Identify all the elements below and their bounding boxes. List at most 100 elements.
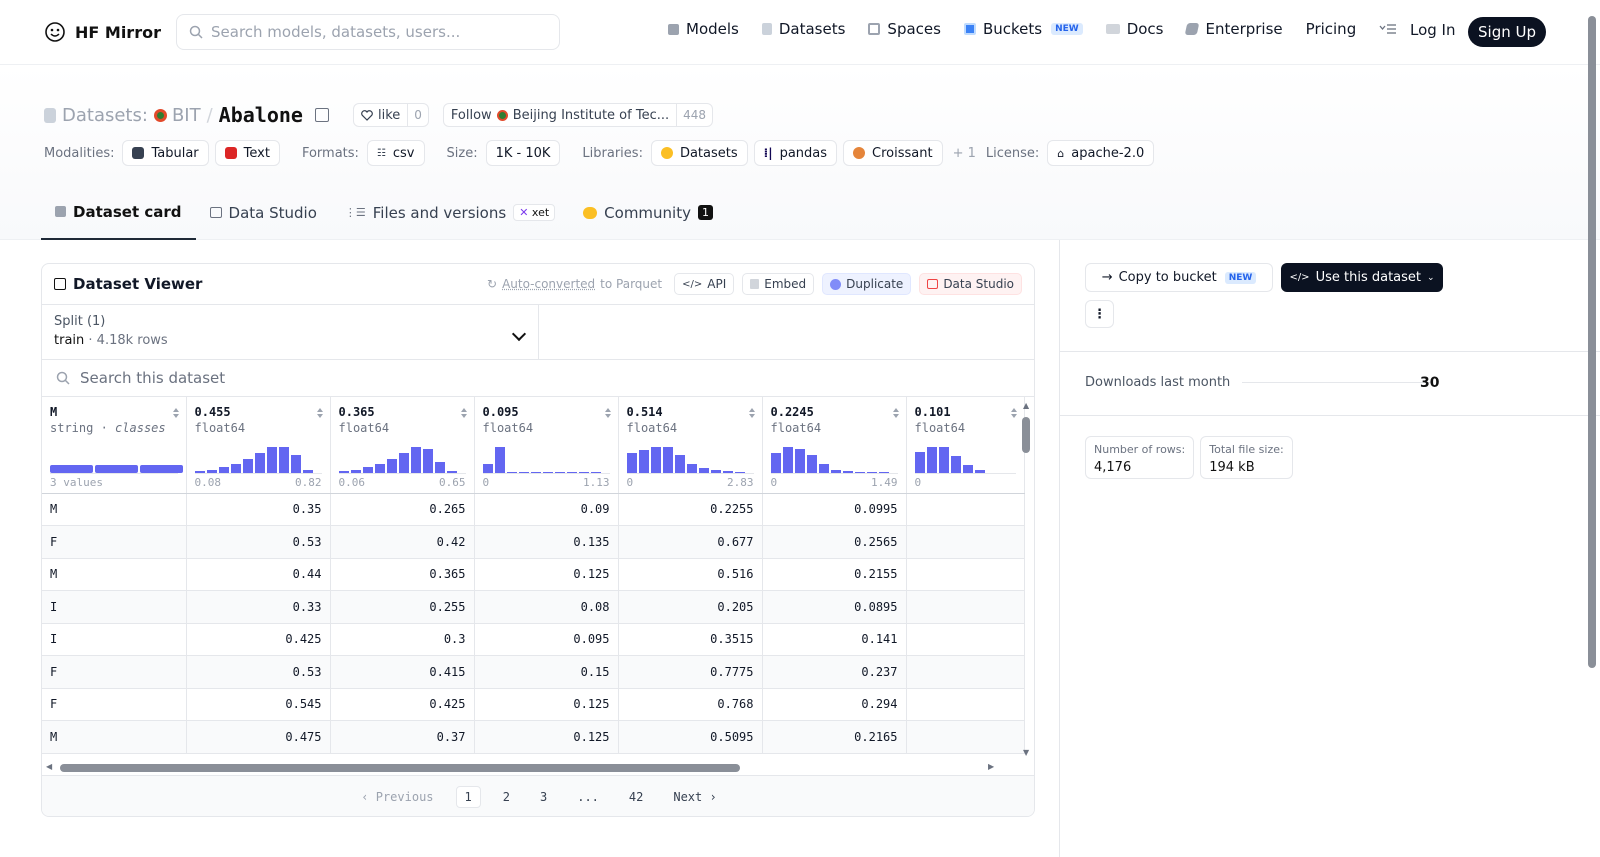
page-3[interactable]: 3 [532,787,555,807]
table-cell[interactable]: M [42,721,186,754]
histogram-bar[interactable] [939,447,949,473]
table-cell[interactable]: 0.42 [330,526,474,559]
tab-dataset-card[interactable]: Dataset card [41,185,196,240]
histogram-bar[interactable] [267,447,277,473]
table-cell[interactable]: 0.0995 [762,493,906,526]
histogram-bar[interactable] [795,449,805,473]
table-cell[interactable]: I [42,623,186,656]
table-cell[interactable]: 0.37 [330,721,474,754]
tag-pandas[interactable]: ⁞| pandas [754,140,837,166]
global-search-input[interactable] [211,23,541,41]
histogram-bar[interactable] [927,447,937,473]
global-search[interactable] [176,14,560,50]
table-cell[interactable]: 0.09 [474,493,618,526]
sort-icon[interactable] [316,407,324,419]
sort-icon[interactable] [460,407,468,419]
table-cell[interactable]: 0.768 [618,688,762,721]
table-cell[interactable]: 0.475 [186,721,330,754]
histogram-bar[interactable] [963,465,973,473]
table-cell[interactable]: 0.415 [330,656,474,689]
table-cell[interactable]: 0.2155 [762,558,906,591]
table-cell[interactable]: 0.08 [474,591,618,624]
table-cell[interactable]: 0.0895 [762,591,906,624]
histogram-bar[interactable] [495,447,505,473]
histogram-bar[interactable] [819,464,829,473]
table-cell[interactable]: 0.2565 [762,526,906,559]
nav-models[interactable]: Models [668,20,739,38]
table-cell[interactable] [906,656,1024,689]
page-2[interactable]: 2 [495,787,518,807]
tag-license[interactable]: ⌂ apache-2.0 [1047,140,1154,166]
table-cell[interactable]: 0.33 [186,591,330,624]
table-cell[interactable] [906,591,1024,624]
histogram-bar[interactable] [651,447,661,473]
column-header[interactable]: 0.2245 float64 0 1.49 [762,397,906,493]
api-button[interactable]: </> API [674,273,734,295]
dataset-search-input[interactable] [80,369,680,387]
table-cell[interactable]: 0.125 [474,721,618,754]
column-header[interactable]: 0.101 float64 0 [906,397,1024,493]
table-cell[interactable]: 0.425 [330,688,474,721]
histogram-bar[interactable] [399,453,409,473]
nav-pricing[interactable]: Pricing [1306,20,1357,38]
table-cell[interactable]: M [42,493,186,526]
sort-icon[interactable] [748,407,756,419]
more-options-button[interactable]: ⋮ [1085,300,1114,328]
nav-enterprise[interactable]: Enterprise [1186,20,1282,38]
sort-icon[interactable] [1010,407,1018,419]
sort-icon[interactable] [172,407,180,419]
table-cell[interactable]: 0.5095 [618,721,762,754]
histogram-bar[interactable] [279,447,289,473]
login-link[interactable]: Log In [1410,21,1456,39]
dataset-search[interactable] [42,360,1034,397]
table-cell[interactable]: M [42,558,186,591]
sort-icon[interactable] [892,407,900,419]
table-cell[interactable]: 0.141 [762,623,906,656]
table-cell[interactable]: 0.53 [186,526,330,559]
scrollbar-thumb[interactable] [1022,417,1030,453]
histogram-bar[interactable] [687,464,697,473]
table-cell[interactable]: 0.3515 [618,623,762,656]
embed-button[interactable]: Embed [742,273,814,295]
table-cell[interactable]: F [42,656,186,689]
histogram-bar[interactable] [627,453,637,473]
column-header[interactable]: Mstring · classes 3 values [42,397,186,493]
page-42[interactable]: 42 [621,787,651,807]
table-cell[interactable]: I [42,591,186,624]
table-cell[interactable]: 0.44 [186,558,330,591]
auto-converted-link[interactable]: Auto-converted [502,277,595,291]
table-cell[interactable]: 0.265 [330,493,474,526]
histogram-bar[interactable] [411,447,421,473]
histogram-bar[interactable] [231,464,241,473]
tab-files[interactable]: ⋮☰ Files and versions ✕ xet [331,185,569,240]
histogram-bar[interactable] [639,450,649,473]
histogram-bar[interactable] [807,455,817,473]
histogram-bar[interactable] [255,453,265,473]
histogram-bar[interactable] [375,464,385,473]
histogram-bar[interactable] [771,453,781,473]
copy-to-bucket-button[interactable]: → Copy to bucket NEW [1085,263,1273,292]
tag-text[interactable]: Text [215,140,280,166]
table-cell[interactable]: 0.7775 [618,656,762,689]
use-dataset-button[interactable]: </> Use this dataset ⌄ [1281,263,1443,292]
table-cell[interactable] [906,526,1024,559]
tag-csv[interactable]: ☷ csv [367,140,425,166]
table-cell[interactable] [906,688,1024,721]
table-cell[interactable]: 0.125 [474,688,618,721]
sort-icon[interactable] [604,407,612,419]
table-cell[interactable]: 0.095 [474,623,618,656]
histogram-bar[interactable] [387,459,397,473]
table-cell[interactable]: 0.516 [618,558,762,591]
class-bar[interactable] [140,465,183,473]
table-cell[interactable]: 0.365 [330,558,474,591]
column-header[interactable]: 0.365 float64 0.06 0.65 [330,397,474,493]
table-cell[interactable]: 0.205 [618,591,762,624]
table-cell[interactable] [906,558,1024,591]
column-header[interactable]: 0.455 float64 0.08 0.82 [186,397,330,493]
brand[interactable]: HF Mirror [43,20,161,44]
tag-croissant[interactable]: Croissant [843,140,943,166]
follow-button[interactable]: Follow Beijing Institute of Tec... [444,104,676,126]
table-cell[interactable]: 0.35 [186,493,330,526]
histogram-bar[interactable] [291,455,301,473]
histogram-bar[interactable] [951,456,961,473]
